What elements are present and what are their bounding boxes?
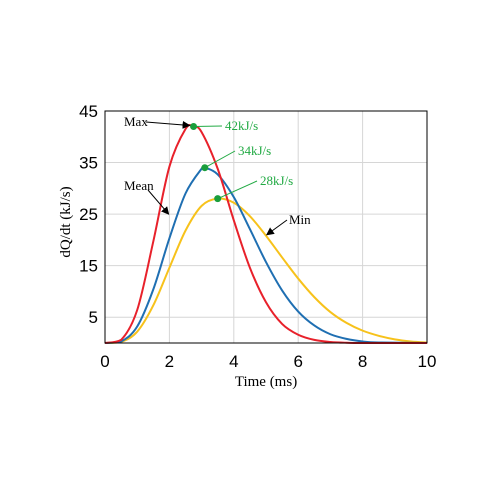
annotation-label-mean: Mean xyxy=(124,178,154,193)
peak-marker xyxy=(214,195,222,203)
annotation-arrow xyxy=(265,219,288,236)
annotation-arrow xyxy=(147,189,170,215)
y-axis-label: dQ/dt (kJ/s) xyxy=(58,186,74,257)
y-tick-label: 5 xyxy=(89,308,98,327)
tick-labels: 0 2 4 6 8 10 5 15 25 35 45 xyxy=(79,102,436,371)
x-tick-label: 6 xyxy=(293,352,302,371)
peak-marker xyxy=(201,164,209,172)
series-lines xyxy=(104,124,428,345)
series-line-min xyxy=(104,197,428,344)
y-tick-label: 15 xyxy=(79,257,98,276)
x-axis-label: Time (ms) xyxy=(235,374,297,390)
annotation-label-min: Min xyxy=(289,212,311,227)
annotation-label-max: Max xyxy=(124,114,148,129)
x-tick-label: 4 xyxy=(229,352,238,371)
annotations: 42kJ/s 34kJ/s 28kJ/s Max Mean Min xyxy=(124,114,311,236)
peak-value-label: 28kJ/s xyxy=(260,173,293,188)
peak-value-label: 42kJ/s xyxy=(225,118,258,133)
x-tick-label: 10 xyxy=(418,352,437,371)
annotation-arrow xyxy=(145,120,191,129)
series-line-max xyxy=(104,124,427,345)
y-tick-label: 45 xyxy=(79,102,98,121)
series-line-mean xyxy=(104,165,428,344)
plot-frame xyxy=(104,110,428,344)
peak-value-label: 34kJ/s xyxy=(238,143,271,158)
y-tick-label: 25 xyxy=(79,205,98,224)
peak-leader-line xyxy=(204,150,236,169)
y-tick-label: 35 xyxy=(79,154,98,173)
x-tick-label: 0 xyxy=(100,352,109,371)
peak-marker xyxy=(190,122,198,130)
x-tick-label: 8 xyxy=(358,352,367,371)
peak-leader-line xyxy=(217,180,258,200)
x-tick-label: 2 xyxy=(165,352,174,371)
